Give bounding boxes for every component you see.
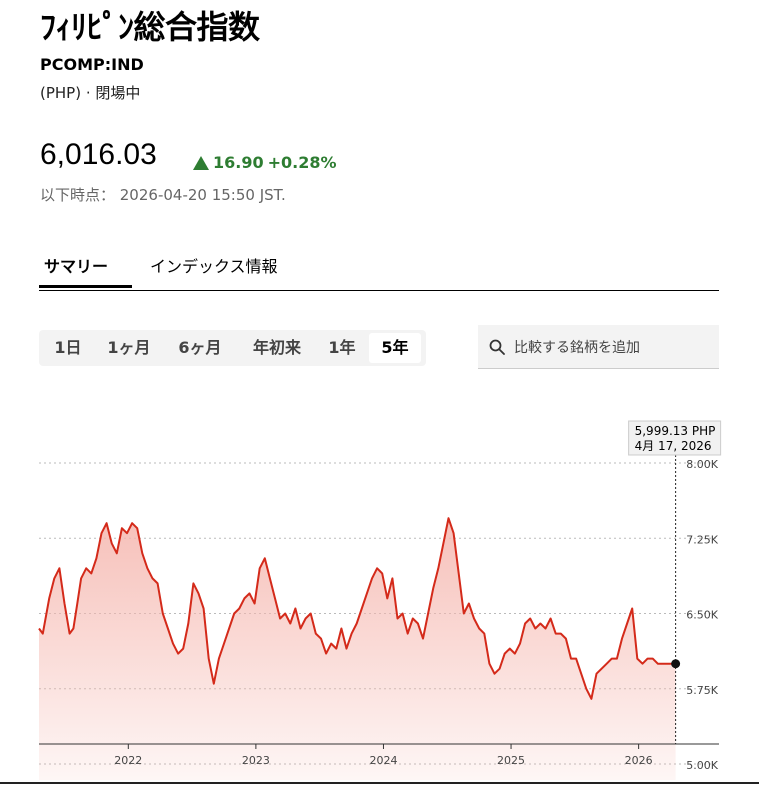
series-line <box>38 517 676 700</box>
y-tick-label: 5.00K <box>686 759 718 772</box>
x-tick-label: 2023 <box>242 754 270 767</box>
tooltip-value: 5,999.13 PHP <box>635 424 716 438</box>
search-icon <box>489 339 505 355</box>
tooltip-marker <box>671 659 681 669</box>
page-title: ﾌｨﾘﾋﾟﾝ総合指数 <box>40 8 260 46</box>
range-selector: 1日 1ヶ月 6ヶ月 年初来 1年 5年 <box>39 330 426 366</box>
x-tick-label: 2022 <box>114 754 142 767</box>
y-tick-label: 8.00K <box>686 458 718 471</box>
ticker-symbol: PCOMP:IND <box>40 55 144 74</box>
tab-bar: サマリー インデックス情報 <box>39 256 719 291</box>
range-5y[interactable]: 5年 <box>369 333 421 363</box>
range-1y[interactable]: 1年 <box>328 338 356 357</box>
divider <box>0 782 759 784</box>
x-tick-label: 2025 <box>497 754 525 767</box>
range-1d[interactable]: 1日 <box>54 338 82 357</box>
last-price: 6,016.03 <box>40 138 157 171</box>
price-chart: 5.00K 5.75K 6.50K 7.25K 8.00K 2022 2023 2024 202… <box>38 420 722 780</box>
as-of-timestamp: 以下時点： 2026-04-20 15:50 JST. <box>40 186 286 204</box>
y-tick-label: 5.75K <box>686 684 718 697</box>
range-1m[interactable]: 1ヶ月 <box>107 338 151 357</box>
tab-index-info[interactable]: インデックス情報 <box>150 257 278 276</box>
x-tick-label: 2024 <box>369 754 397 767</box>
y-tick-label: 7.25K <box>686 533 718 546</box>
change-percent: +0.28% <box>267 153 337 172</box>
market-status: (PHP) · 閉場中 <box>40 84 141 102</box>
change-value: 16.90 <box>213 153 264 172</box>
price-change: 16.90 +0.28% <box>193 153 337 172</box>
range-6m[interactable]: 6ヶ月 <box>178 338 222 357</box>
tab-summary[interactable]: サマリー <box>39 256 132 288</box>
x-tick-label: 2026 <box>625 754 653 767</box>
compare-input[interactable] <box>512 335 716 361</box>
triangle-up-icon <box>193 155 209 170</box>
y-tick-label: 6.50K <box>686 609 718 622</box>
compare-search <box>478 325 719 369</box>
tooltip-box <box>628 420 722 456</box>
series-area <box>39 518 676 780</box>
tooltip-date: 4月 17, 2026 <box>635 439 712 453</box>
range-ytd[interactable]: 年初来 <box>252 338 301 357</box>
